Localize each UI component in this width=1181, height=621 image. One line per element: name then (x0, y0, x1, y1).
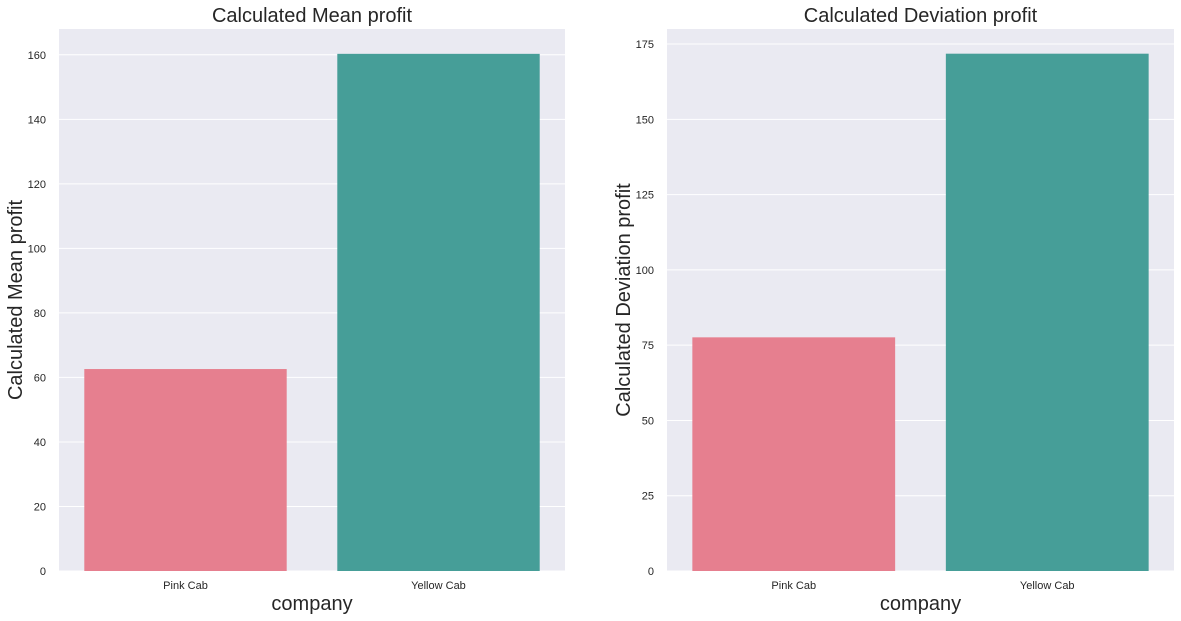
deviation-y-tick-label: 100 (636, 265, 654, 277)
mean-x-tick-label: Pink Cab (163, 580, 208, 592)
deviation-x-ticks: Pink Cab Yellow Cab (771, 580, 1074, 592)
mean-bar-yellow-cab (337, 53, 540, 571)
deviation-chart-title: Calculated Deviation profit (804, 5, 1038, 27)
mean-y-tick-label: 140 (28, 114, 46, 126)
mean-profit-chart: 0 20 40 60 80 100 120 140 160 Pink Cab Yellow Cab… (5, 5, 565, 615)
deviation-y-ticks: 0 25 50 75 100 125 150 175 (636, 39, 654, 578)
mean-x-tick-label: Yellow Cab (411, 580, 466, 592)
deviation-bar-yellow-cab (945, 53, 1149, 572)
deviation-y-tick-label: 175 (636, 39, 654, 51)
mean-chart-title: Calculated Mean profit (212, 5, 413, 27)
mean-x-axis-label: company (271, 593, 352, 615)
mean-y-tick-label: 40 (34, 437, 46, 449)
mean-y-tick-label: 100 (28, 243, 46, 255)
mean-x-ticks: Pink Cab Yellow Cab (163, 580, 466, 592)
mean-bar-pink-cab (84, 369, 287, 571)
mean-y-tick-label: 60 (34, 372, 46, 384)
deviation-x-axis-label: company (880, 593, 961, 615)
mean-y-tick-label: 120 (28, 179, 46, 191)
mean-y-tick-label: 20 (34, 501, 46, 513)
mean-y-tick-label: 0 (40, 566, 46, 578)
deviation-y-tick-label: 150 (636, 114, 654, 126)
deviation-profit-chart: 0 25 50 75 100 125 150 175 Pink Cab Yellow Cab C… (613, 5, 1174, 615)
deviation-bars (692, 53, 1149, 572)
mean-y-tick-label: 80 (34, 308, 46, 320)
deviation-y-tick-label: 75 (642, 340, 654, 352)
deviation-x-tick-label: Yellow Cab (1020, 580, 1075, 592)
mean-y-tick-label: 160 (28, 50, 46, 62)
deviation-y-tick-label: 50 (642, 415, 654, 427)
deviation-y-tick-label: 125 (636, 190, 654, 202)
deviation-x-tick-label: Pink Cab (771, 580, 816, 592)
mean-y-axis-label: Calculated Mean profit (5, 200, 27, 401)
deviation-y-tick-label: 0 (648, 566, 654, 578)
mean-y-ticks: 0 20 40 60 80 100 120 140 160 (28, 50, 46, 578)
deviation-bar-pink-cab (692, 337, 896, 571)
mean-bars (84, 53, 540, 571)
deviation-y-axis-label: Calculated Deviation profit (613, 183, 635, 417)
deviation-y-tick-label: 25 (642, 491, 654, 503)
